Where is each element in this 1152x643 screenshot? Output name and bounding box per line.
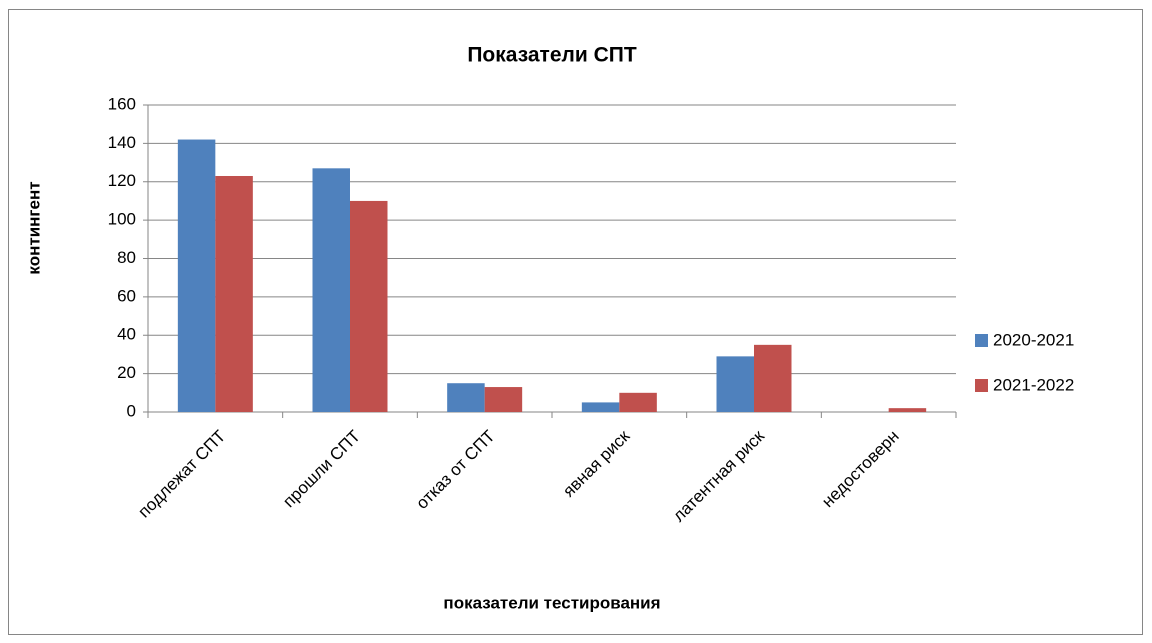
bar	[350, 200, 388, 412]
bar	[888, 408, 927, 412]
y-tick-label: 60	[117, 286, 136, 305]
bar	[581, 402, 620, 412]
y-tick-label: 20	[117, 363, 136, 382]
legend-swatch	[975, 379, 988, 392]
legend-swatch	[975, 334, 988, 347]
bar	[754, 344, 792, 412]
chart-title: Показатели СПТ	[467, 44, 637, 67]
y-tick-label: 100	[108, 210, 136, 229]
y-tick-label: 40	[117, 325, 136, 344]
y-tick-label: 160	[108, 94, 136, 113]
x-axis-label: показатели тестирования	[443, 593, 660, 612]
y-tick-label: 120	[108, 171, 136, 190]
bar	[177, 139, 216, 412]
bar	[312, 168, 350, 412]
y-tick-label: 140	[108, 133, 136, 152]
y-tick-label: 0	[127, 401, 136, 420]
bar	[716, 356, 754, 412]
legend-label: 2020-2021	[993, 330, 1074, 349]
y-tick-label: 80	[117, 248, 136, 267]
bar	[619, 392, 657, 412]
y-axis-label: контингент	[24, 181, 43, 274]
bar	[215, 175, 253, 412]
legend-label: 2021-2022	[993, 375, 1074, 394]
bar	[447, 383, 485, 412]
bar	[484, 387, 523, 412]
